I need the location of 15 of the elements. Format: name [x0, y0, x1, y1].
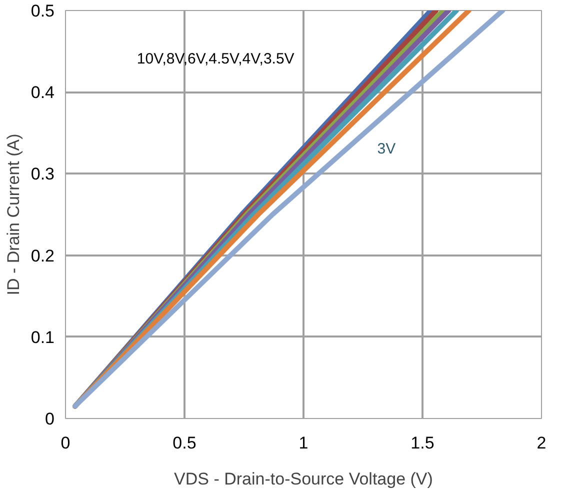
x-tick-label: 1 — [298, 434, 308, 452]
y-tick-label: 0.1 — [30, 328, 55, 347]
x-tick-label: 1.5 — [410, 434, 434, 452]
x-tick-label: 2 — [536, 434, 546, 452]
x-axis-title: VDS - Drain-to-Source Voltage (V) — [174, 470, 433, 488]
y-tick-label: 0.5 — [30, 2, 55, 20]
y-tick-label: 0.3 — [30, 164, 55, 184]
y-tick-label: 0.4 — [30, 83, 55, 102]
y-tick-label: 0 — [45, 410, 55, 428]
y-tick-label: 0.2 — [30, 246, 55, 266]
x-tick-label: 0 — [60, 434, 70, 452]
annotation: 10V,8V,6V,4.5V,4V,3.5V — [136, 50, 294, 68]
y-axis-title: ID - Drain Current (A) — [4, 134, 23, 296]
annotation: 3V — [377, 140, 396, 158]
x-tick-label: 0.5 — [172, 434, 196, 452]
